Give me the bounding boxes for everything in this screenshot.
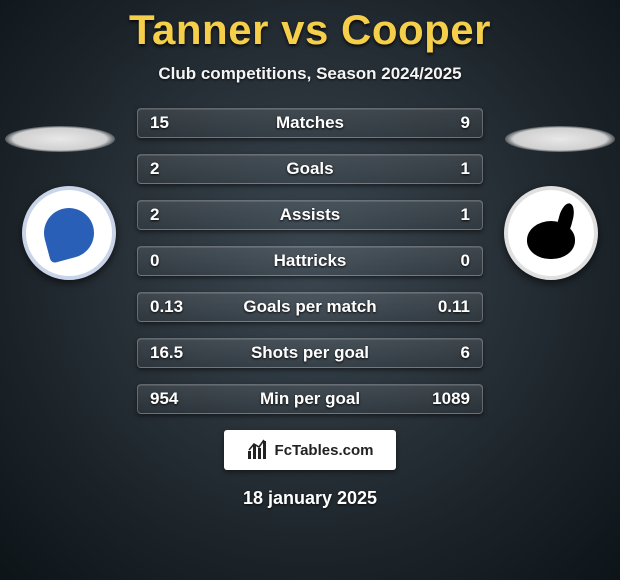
player-placeholder-right [505,126,615,152]
date-label: 18 january 2025 [0,488,620,509]
fctables-logo: FcTables.com [224,430,396,470]
stat-label: Assists [280,205,340,225]
title-vs: vs [281,6,329,53]
stat-value-left: 2 [150,205,159,225]
stat-row: 2 Assists 1 [137,200,483,230]
stat-value-left: 0 [150,251,159,271]
stat-row: 15 Matches 9 [137,108,483,138]
bars-chart-icon [247,439,269,461]
stat-row: 954 Min per goal 1089 [137,384,483,414]
stat-value-left: 2 [150,159,159,179]
stat-value-right: 1089 [432,389,470,409]
stat-value-left: 16.5 [150,343,183,363]
swan-icon [521,203,581,263]
crest-cardiff [22,186,116,280]
stat-label: Goals per match [243,297,376,317]
title-player-left: Tanner [129,6,269,53]
crest-swansea [504,186,598,280]
stat-value-left: 954 [150,389,178,409]
stat-label: Matches [276,113,344,133]
stat-value-right: 9 [461,113,470,133]
stat-value-left: 15 [150,113,169,133]
page-title: Tanner vs Cooper [0,6,620,54]
stat-label: Hattricks [274,251,347,271]
stat-value-right: 6 [461,343,470,363]
stat-row: 0.13 Goals per match 0.11 [137,292,483,322]
logo-text: FcTables.com [275,442,374,459]
title-player-right: Cooper [341,6,491,53]
stat-row: 2 Goals 1 [137,154,483,184]
stat-row: 16.5 Shots per goal 6 [137,338,483,368]
stats-rows: 15 Matches 9 2 Goals 1 2 Assists 1 0 Hat… [137,108,483,414]
stat-value-right: 0.11 [438,297,470,317]
stat-value-left: 0.13 [150,297,183,317]
subtitle: Club competitions, Season 2024/2025 [0,64,620,84]
player-placeholder-left [5,126,115,152]
stat-label: Goals [286,159,333,179]
stat-value-right: 1 [461,205,470,225]
content: Tanner vs Cooper Club competitions, Seas… [0,0,620,580]
stat-value-right: 0 [461,251,470,271]
club-crest-left [22,186,116,280]
stat-value-right: 1 [461,159,470,179]
stat-label: Shots per goal [251,343,369,363]
stat-row: 0 Hattricks 0 [137,246,483,276]
stat-label: Min per goal [260,389,360,409]
club-crest-right [504,186,598,280]
bluebird-icon [38,202,99,263]
